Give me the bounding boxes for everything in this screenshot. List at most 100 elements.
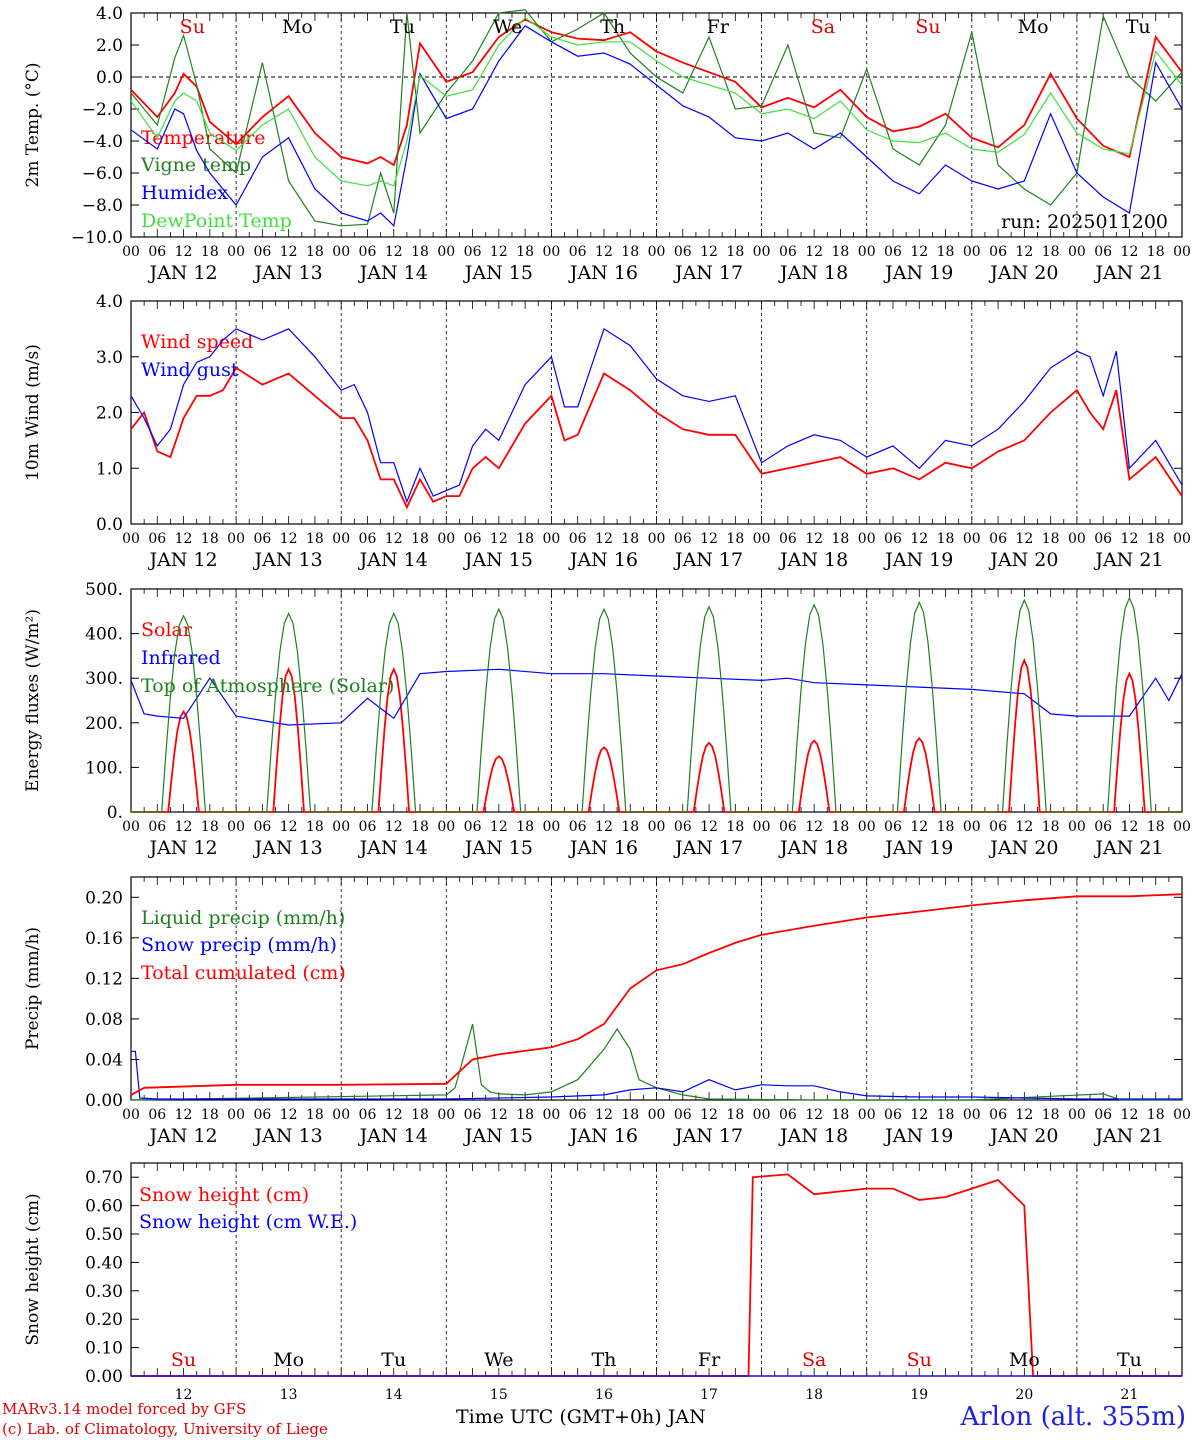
hour-tick-label: 06 (989, 244, 1007, 260)
hour-tick-label: 12 (700, 244, 718, 260)
hour-tick-label: 00 (122, 531, 140, 547)
hour-tick-label: 12 (1015, 531, 1033, 547)
hour-tick-label: 12 (280, 819, 298, 835)
hour-tick-label: 12 (595, 1107, 613, 1123)
hour-tick-label: 00 (753, 244, 771, 260)
hour-tick-label: 18 (411, 244, 429, 260)
y-tick-label: 0.08 (85, 1010, 123, 1030)
hour-tick-label: 18 (832, 531, 850, 547)
hour-tick-label: 12 (1121, 531, 1139, 547)
weekday-label: We (484, 1349, 513, 1371)
hour-tick-label: 18 (621, 531, 639, 547)
y-tick-label: 0.0 (96, 515, 123, 535)
hour-tick-label: 12 (490, 819, 508, 835)
hour-tick-label: 12 (280, 531, 298, 547)
series-line-total-cumulated-cm- (130, 893, 1183, 1096)
hour-tick-label: 12 (595, 531, 613, 547)
hour-tick-label: 06 (253, 531, 271, 547)
hour-tick-label: 00 (858, 1107, 876, 1123)
hour-tick-label: 12 (1015, 819, 1033, 835)
series-line-liquid-precip-mm-h- (130, 1023, 1182, 1101)
hour-tick-label: 06 (989, 1107, 1007, 1123)
day-number-label: 16 (595, 1387, 613, 1403)
hour-tick-label: 18 (516, 531, 534, 547)
hour-tick-label: 12 (385, 819, 403, 835)
hour-tick-label: 06 (989, 531, 1007, 547)
hour-tick-label: 06 (884, 531, 902, 547)
hour-tick-label: 12 (490, 1107, 508, 1123)
date-label: JAN 15 (463, 837, 533, 859)
date-label: JAN 14 (358, 262, 428, 284)
hour-tick-label: 00 (542, 244, 560, 260)
hour-tick-label: 18 (1147, 244, 1165, 260)
hour-tick-label: 00 (1068, 1107, 1086, 1123)
hour-tick-label: 00 (648, 819, 666, 835)
y-axis-label: Energy fluxes (W/m²) (23, 609, 43, 792)
hour-tick-label: 12 (175, 531, 193, 547)
hour-tick-label: 12 (490, 531, 508, 547)
hour-tick-label: 00 (648, 1107, 666, 1123)
hour-tick-label: 12 (385, 1107, 403, 1123)
hour-tick-label: 00 (332, 1107, 350, 1123)
y-tick-label: 0.0 (96, 68, 123, 88)
weekday-label: Su (907, 1349, 932, 1371)
hour-tick-label: 12 (280, 1107, 298, 1123)
date-label: JAN 16 (568, 549, 638, 571)
date-label: JAN 18 (778, 262, 848, 284)
hour-tick-label: 12 (490, 244, 508, 260)
hour-tick-label: 00 (648, 244, 666, 260)
hour-tick-label: 12 (805, 819, 823, 835)
y-tick-label: 300. (85, 669, 123, 689)
day-number-label: 17 (700, 1387, 718, 1403)
hour-tick-label: 00 (858, 819, 876, 835)
hour-tick-label: 12 (385, 244, 403, 260)
hour-tick-label: 00 (858, 531, 876, 547)
hour-tick-label: 00 (122, 819, 140, 835)
day-number-label: 20 (1015, 1387, 1033, 1403)
y-tick-label: 0.00 (85, 1367, 123, 1387)
hour-tick-label: 12 (1121, 1107, 1139, 1123)
hour-tick-label: 18 (937, 1107, 955, 1123)
hour-tick-label: 06 (1094, 1107, 1112, 1123)
hour-tick-label: 00 (1173, 819, 1191, 835)
hour-tick-label: 18 (1042, 244, 1060, 260)
weekday-label: Tu (1126, 16, 1151, 38)
series-line-vigne-temp (130, 9, 1183, 227)
hour-tick-label: 00 (1173, 244, 1191, 260)
date-label: JAN 20 (988, 837, 1058, 859)
y-tick-label: 0.00 (85, 1091, 123, 1111)
model-credit: MARv3.14 model forced by GFS (2, 1400, 247, 1418)
y-tick-label: 0.12 (85, 969, 123, 989)
weekday-label: Mo (1009, 1349, 1040, 1371)
date-label: JAN 19 (883, 837, 953, 859)
hour-tick-label: 06 (779, 531, 797, 547)
date-label: JAN 16 (568, 1125, 638, 1147)
y-tick-label: 1.0 (96, 459, 123, 479)
date-label: JAN 14 (358, 1125, 428, 1147)
hour-tick-label: 18 (1042, 1107, 1060, 1123)
hour-tick-label: 00 (1068, 819, 1086, 835)
hour-tick-label: 18 (516, 244, 534, 260)
date-label: JAN 15 (463, 262, 533, 284)
date-label: JAN 15 (463, 1125, 533, 1147)
x-axis-title: Time UTC (GMT+0h) JAN (456, 1406, 706, 1428)
y-tick-label: 400. (85, 625, 123, 645)
legend-entry: Humidex (141, 182, 228, 204)
y-tick-label: −10.0 (71, 228, 123, 248)
hour-tick-label: 18 (621, 1107, 639, 1123)
legend-entry: Solar (141, 619, 193, 641)
hour-tick-label: 12 (910, 819, 928, 835)
date-label: JAN 12 (147, 549, 217, 571)
hour-tick-label: 18 (726, 819, 744, 835)
y-tick-label: −6.0 (82, 164, 123, 184)
hour-tick-label: 12 (805, 1107, 823, 1123)
hour-tick-label: 06 (569, 1107, 587, 1123)
date-label: JAN 17 (673, 262, 743, 284)
hour-tick-label: 00 (963, 1107, 981, 1123)
hour-tick-label: 18 (726, 531, 744, 547)
date-label: JAN 17 (673, 549, 743, 571)
day-number-label: 15 (490, 1387, 508, 1403)
date-label: JAN 13 (253, 549, 323, 571)
day-number-label: 12 (175, 1387, 193, 1403)
